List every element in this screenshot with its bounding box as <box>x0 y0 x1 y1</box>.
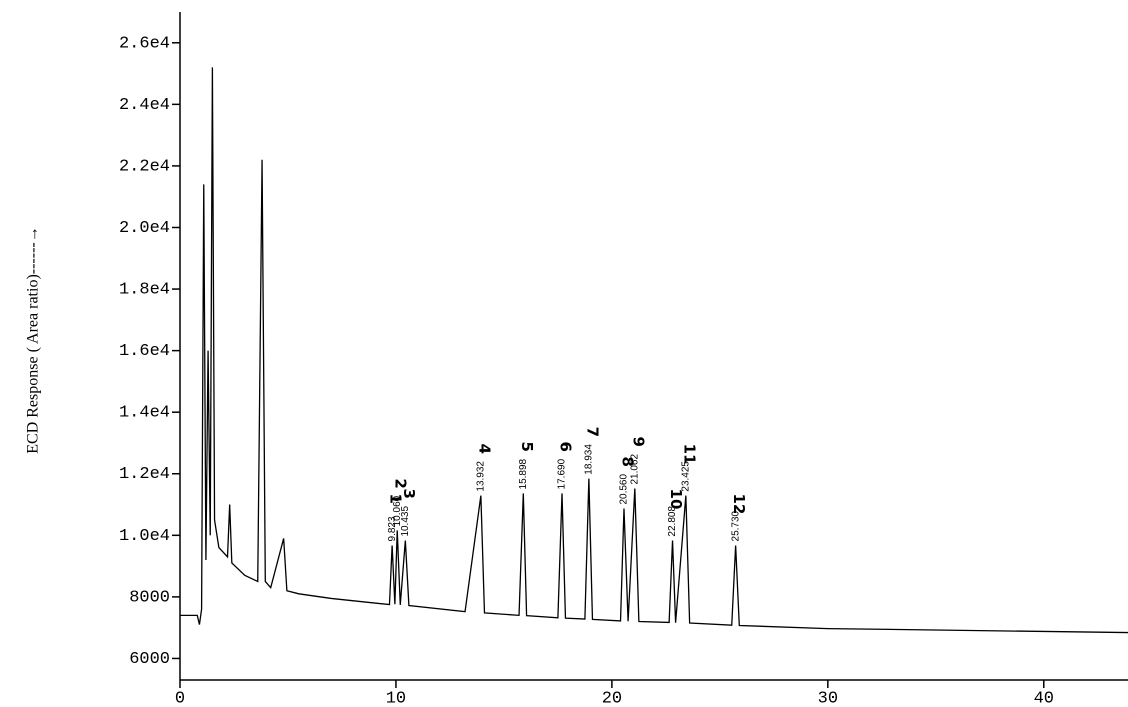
x-tick-label: 30 <box>818 689 838 707</box>
peak-number: 2 <box>392 478 410 488</box>
x-tick-label: 40 <box>1034 689 1054 707</box>
y-tick-label: 8000 <box>129 588 170 607</box>
x-tick-label: 20 <box>602 689 622 707</box>
y-axis-label: ECD Response ( Area ratio)------→ <box>25 226 42 453</box>
y-tick-label: 2.4e4 <box>119 96 170 115</box>
peak-number: 7 <box>583 427 601 437</box>
peak-time: 18.934 <box>584 444 595 475</box>
y-tick-label: 2.6e4 <box>119 34 170 53</box>
y-tick-label: 2.2e4 <box>119 157 170 176</box>
peak-number: 3 <box>400 489 418 499</box>
peak-number: 12 <box>730 493 748 514</box>
y-tick-label: 1.4e4 <box>119 404 170 423</box>
x-tick-label: 0 <box>175 689 185 707</box>
peak-number: 6 <box>557 441 575 451</box>
peak-time: 22.808 <box>667 506 678 537</box>
y-tick-label: 1.0e4 <box>119 527 170 546</box>
peak-number: 9 <box>629 437 647 447</box>
peak-time: 25.730 <box>730 510 741 541</box>
chromatogram-line <box>180 67 1128 632</box>
y-tick-label: 6000 <box>129 650 170 669</box>
x-tick-label: 10 <box>386 689 406 707</box>
peak-time: 13.932 <box>475 461 486 492</box>
y-tick-label: 2.0e4 <box>119 219 170 238</box>
chart: ECD Response ( Area ratio)------→ 6000 80… <box>0 0 1128 707</box>
peak-time: 21.062 <box>629 454 640 485</box>
peak-number: 4 <box>475 444 493 454</box>
y-tick-label: 1.8e4 <box>119 281 170 300</box>
peak-number: 11 <box>680 444 698 465</box>
peak-time: 20.560 <box>619 474 630 505</box>
peak-number: 5 <box>518 441 536 451</box>
y-tick-label: 1.6e4 <box>119 342 170 361</box>
peak-time: 15.898 <box>518 458 529 489</box>
peak-time: 10.435 <box>400 506 411 537</box>
peak-time: 23.425 <box>680 461 691 492</box>
peak-time: 17.690 <box>557 458 568 489</box>
y-tick-label: 1.2e4 <box>119 465 170 484</box>
